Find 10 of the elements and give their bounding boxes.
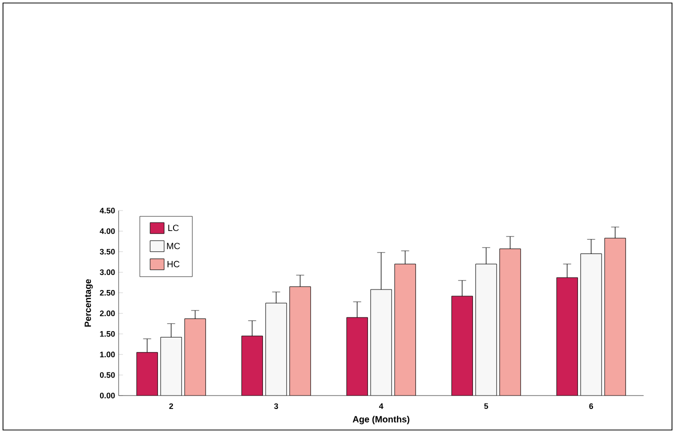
bar <box>290 286 311 396</box>
legend-label: HC <box>168 260 180 268</box>
bar <box>500 248 521 396</box>
bar <box>394 264 416 396</box>
bar <box>184 318 206 396</box>
bar <box>604 238 626 396</box>
y-axis-title: Percentage <box>84 279 93 327</box>
legend-label: MC <box>167 242 180 250</box>
x-axis-title: Age (Months) <box>352 416 410 424</box>
legend-label: LC <box>168 224 179 232</box>
